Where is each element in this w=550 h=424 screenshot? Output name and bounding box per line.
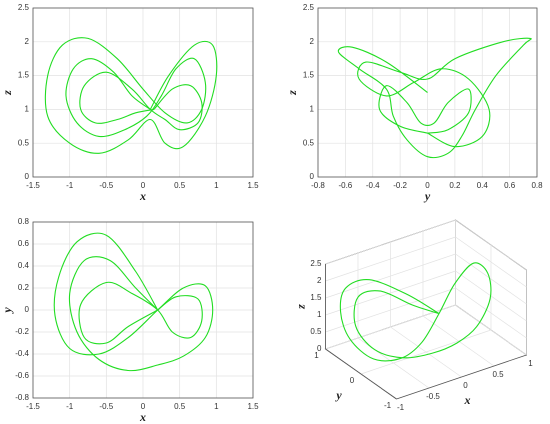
x-tick-label: 0.5: [174, 181, 186, 190]
z-tick-label: 1.5: [310, 293, 322, 302]
y-tick-label: 0: [310, 172, 315, 181]
y-tick-label: 1: [25, 105, 30, 114]
z-tick-label: 0.5: [310, 327, 322, 336]
x-tick-label: -0.6: [338, 181, 352, 190]
grid-line: [455, 253, 527, 305]
y-tick-label: 2: [310, 37, 315, 46]
y-tick-label: 0: [350, 376, 355, 385]
trajectory: [339, 262, 492, 362]
x-tick-label: 0.5: [492, 370, 504, 379]
trajectory: [44, 37, 218, 154]
trajectory: [79, 71, 203, 131]
x-tick-label: 1.5: [247, 181, 259, 190]
axis-line: [396, 354, 527, 400]
y-tick-label: 0.8: [18, 217, 30, 226]
x-tick-label: 0: [425, 181, 430, 190]
y-tick-label: -1: [384, 401, 392, 410]
x-tick-label: 0: [141, 181, 146, 190]
grid-line: [325, 270, 456, 316]
grid-line: [455, 287, 527, 339]
grid-line: [360, 329, 492, 375]
x-tick-label: 0.6: [504, 181, 516, 190]
y-tick-label: 1: [314, 351, 319, 360]
y-tick-label: 0.5: [18, 138, 30, 147]
x-tick-label: -0.2: [393, 181, 407, 190]
grid-line: [325, 236, 456, 282]
x-tick-label: 0.8: [531, 181, 543, 190]
x-tick-label: 0.2: [449, 181, 461, 190]
y-tick-label: 1.5: [18, 71, 30, 80]
grid-line: [325, 253, 456, 299]
x-tick-label: -1: [397, 403, 405, 412]
x-tick-label: 0.5: [174, 402, 186, 411]
z-tick-label: 1: [317, 310, 322, 319]
y-tick-label: 1.5: [303, 71, 315, 80]
y-tick-label: 0.6: [18, 239, 30, 248]
y-tick-label: 0.4: [18, 261, 30, 270]
axes-frame: [32, 7, 254, 178]
x-axis-label: x: [139, 410, 146, 424]
x-tick-label: -1: [66, 402, 74, 411]
y-tick-label: 0: [25, 172, 30, 181]
x-tick-label: -0.5: [99, 402, 113, 411]
x-tick-label: -1.5: [26, 402, 40, 411]
x-tick-label: 1: [214, 181, 219, 190]
y-tick-label: 2.5: [303, 3, 315, 12]
y-tick-label: 0.5: [303, 138, 315, 147]
z-axis-label: z: [293, 304, 307, 310]
x-tick-label: -0.8: [311, 181, 325, 190]
x-tick-label: 0.4: [477, 181, 489, 190]
x-tick-label: 1: [214, 402, 219, 411]
trajectory: [378, 85, 472, 134]
grid-line: [455, 236, 527, 288]
y-tick-label: -0.6: [15, 371, 29, 380]
x-tick-label: 1: [528, 359, 533, 368]
grid-line: [325, 219, 456, 265]
x-tick-label: -0.4: [366, 181, 380, 190]
y-tick-label: 0.2: [18, 283, 30, 292]
trajectory: [337, 37, 532, 159]
x-tick-label: -1.5: [26, 181, 40, 190]
x-tick-label: 0: [463, 381, 468, 390]
axis-line: [325, 348, 397, 400]
grid-line: [455, 219, 527, 271]
x-tick-label: -1: [66, 181, 74, 190]
y-tick-label: 0: [25, 305, 30, 314]
z-tick-label: 0: [317, 344, 322, 353]
y-axis-label: z: [0, 90, 14, 96]
y-axis-label: z: [285, 90, 299, 96]
x-tick-label: 1.5: [247, 402, 259, 411]
y-axis-label: y: [334, 388, 342, 402]
z-tick-label: 2.5: [310, 259, 322, 268]
grid-line: [325, 287, 456, 333]
y-tick-label: 2: [25, 37, 30, 46]
x-tick-label: -0.5: [99, 181, 113, 190]
x-tick-label: 0: [141, 402, 146, 411]
grid-line: [455, 304, 527, 356]
y-axis-label: y: [0, 307, 14, 315]
trajectory: [78, 281, 203, 345]
z-tick-label: 2: [317, 276, 322, 285]
y-tick-label: -0.4: [15, 349, 29, 358]
trajectory: [53, 232, 214, 372]
x-axis-label: y: [423, 189, 431, 203]
axes-frame: [32, 221, 254, 399]
y-tick-label: -0.2: [15, 327, 29, 336]
y-tick-label: 1: [310, 105, 315, 114]
axes-frame: [317, 7, 538, 178]
x-axis-label: x: [464, 393, 471, 407]
y-tick-label: 2.5: [18, 3, 30, 12]
x-tick-label: -0.5: [426, 392, 440, 401]
x-axis-label: x: [139, 189, 146, 203]
y-tick-label: -0.8: [15, 393, 29, 402]
